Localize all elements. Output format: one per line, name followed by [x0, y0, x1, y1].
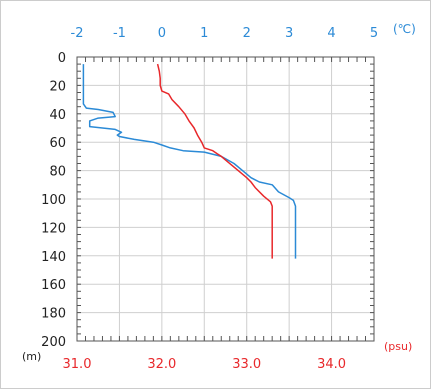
top-tick-label: 2: [243, 26, 251, 41]
bottom-tick-label: 34.0: [317, 357, 346, 372]
top-tick-label: 4: [327, 26, 335, 41]
y-tick-label: 80: [49, 165, 66, 180]
y-tick-label: 0: [58, 51, 66, 66]
y-axis-labels: 0 20 40 60 80 100 120 140 160 180 200: [41, 51, 66, 350]
y-tick-label: 100: [41, 193, 66, 208]
top-tick-label: 1: [200, 26, 208, 41]
salinity-series-line: [156, 63, 273, 259]
y-tick-label: 40: [49, 108, 66, 123]
top-tick-label: 3: [285, 26, 293, 41]
top-tick-label: 5: [370, 26, 378, 41]
bottom-axis-unit: (psu): [384, 340, 412, 353]
bottom-axis-labels: 31.0 32.0 33.0 34.0: [63, 357, 347, 372]
y-tick-label: 60: [49, 136, 66, 151]
top-tick-label: -1: [113, 26, 126, 41]
y-tick-label: 120: [41, 221, 66, 236]
bottom-tick-label: 32.0: [147, 357, 176, 372]
top-tick-label: -2: [71, 26, 84, 41]
y-axis-unit: (m): [22, 350, 41, 363]
top-axis-unit: (℃): [393, 22, 416, 36]
series-group: [82, 63, 297, 259]
top-tick-label: 0: [158, 26, 166, 41]
top-axis-labels: -2 -1 0 1 2 3 4 5: [71, 26, 379, 41]
y-tick-label: 140: [41, 250, 66, 265]
temperature-series-line: [82, 64, 297, 259]
y-tick-label: 160: [41, 278, 66, 293]
tick-marks: [76, 56, 375, 342]
bottom-tick-label: 33.0: [232, 357, 261, 372]
bottom-tick-label: 31.0: [63, 357, 92, 372]
y-tick-label: 180: [41, 307, 66, 322]
y-tick-label: 20: [49, 79, 66, 94]
y-tick-label: 200: [41, 335, 66, 350]
